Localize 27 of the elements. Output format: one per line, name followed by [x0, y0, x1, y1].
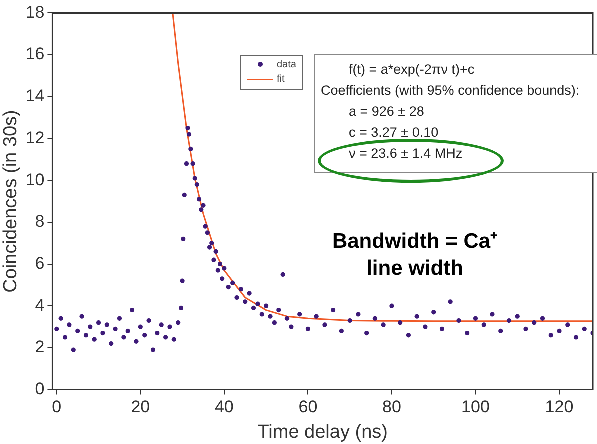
- annotation: c = 3.27 ± 0.10: [348, 124, 440, 142]
- y-tick-label: 14: [26, 86, 45, 106]
- y-tick-label: 6: [35, 254, 45, 273]
- y-tick-label: 2: [35, 338, 45, 357]
- y-axis-title: Coincidences (in 30s): [0, 110, 22, 293]
- x-tick-label: 120: [545, 398, 574, 417]
- x-tick-label: 60: [298, 398, 318, 417]
- y-tick-label: 18: [26, 2, 45, 22]
- y-tick-label: 10: [26, 170, 45, 190]
- y-tick-label: 8: [35, 212, 45, 232]
- annotation: Bandwidth = Ca⁺ line width: [331, 229, 499, 282]
- y-tick-label: 12: [26, 128, 45, 148]
- x-axis-title: Time delay (ns): [258, 422, 388, 443]
- legend-label: data: [276, 58, 296, 73]
- annotation: a = 926 ± 28: [348, 103, 426, 121]
- x-tick-label: 100: [462, 398, 490, 417]
- annotation: f(t) = a*exp(-2πν t)+c: [348, 61, 476, 79]
- x-tick-label: 80: [382, 398, 402, 417]
- y-tick-label: 4: [35, 296, 45, 315]
- x-tick-label: 20: [131, 398, 150, 417]
- y-tick-label: 0: [35, 379, 45, 398]
- legend-label: fit: [276, 72, 286, 87]
- x-tick-label: 40: [214, 398, 234, 417]
- annotation: ν = 23.6 ± 1.4 MHz: [348, 145, 464, 163]
- annotation: Coefficients (with 95% confidence bounds):: [321, 82, 581, 100]
- x-tick-label: 0: [52, 398, 62, 417]
- y-tick-label: 16: [26, 44, 45, 64]
